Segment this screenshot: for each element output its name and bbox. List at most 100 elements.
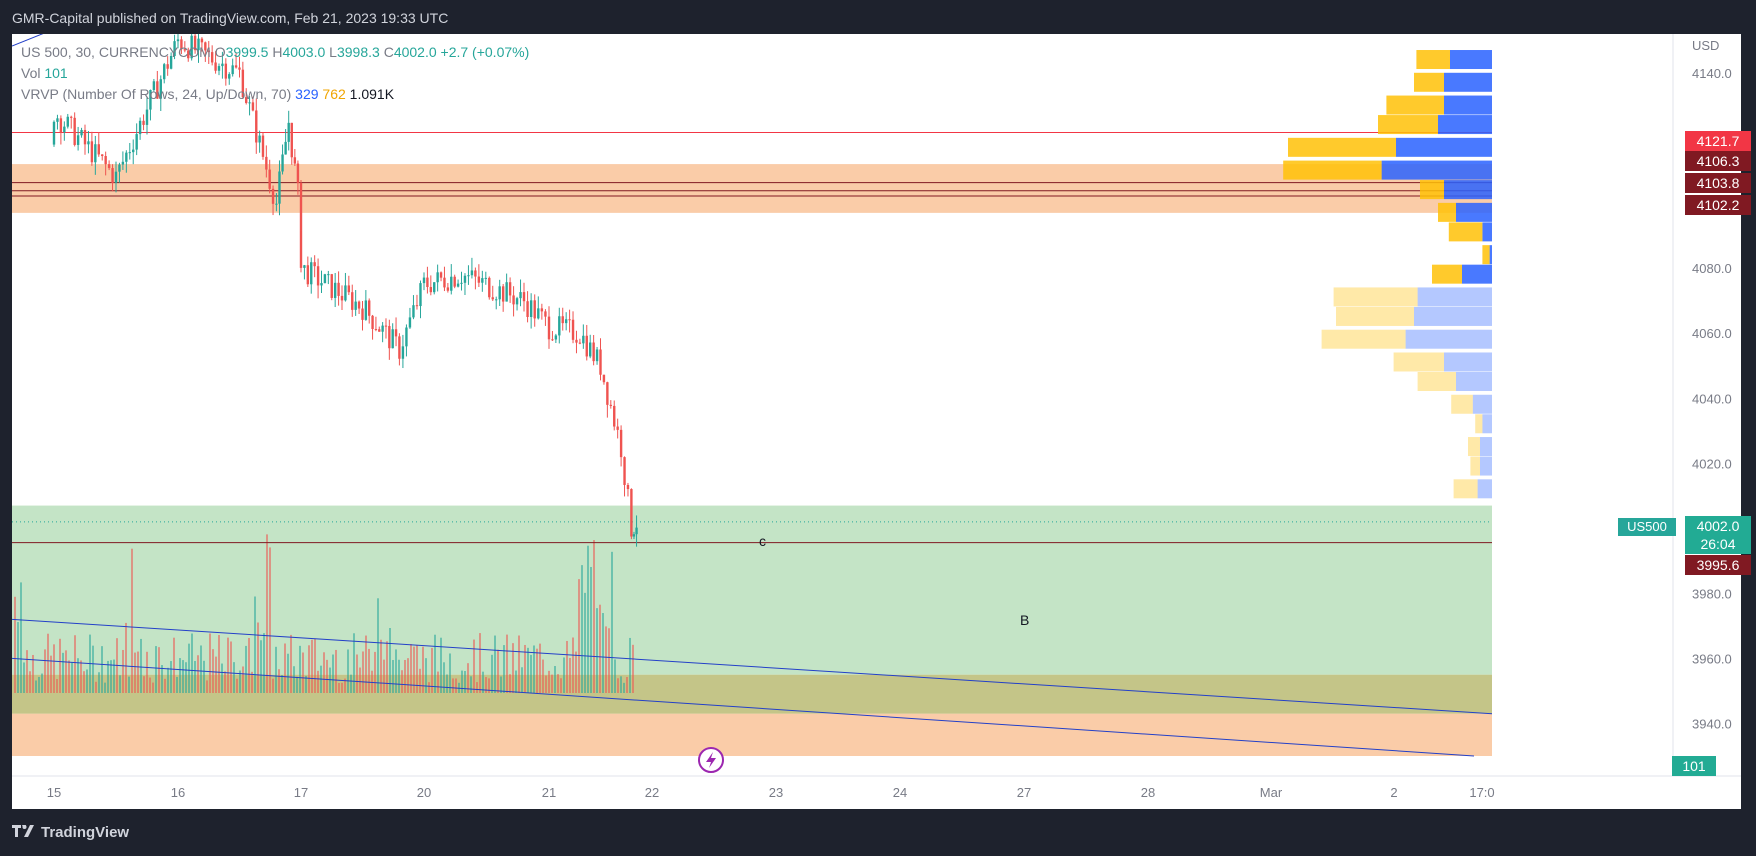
- volume-bar: [83, 671, 85, 693]
- volume-bar: [209, 633, 211, 693]
- volume-bar: [551, 674, 553, 693]
- volume-bar: [410, 643, 412, 693]
- candle-body: [111, 168, 114, 183]
- time-tick: 21: [542, 785, 556, 800]
- candle-body: [337, 282, 340, 296]
- candle-body: [554, 335, 558, 340]
- volume-bar: [203, 660, 205, 693]
- candle-body: [94, 144, 97, 163]
- volume-bar: [50, 655, 52, 693]
- price-label-4103: 4103.8: [1685, 173, 1751, 193]
- price-label-last: 4002.0: [1685, 516, 1751, 536]
- candle-body: [547, 316, 551, 340]
- volume-bar: [158, 647, 160, 693]
- volume-bar: [242, 666, 244, 693]
- candle-body: [512, 295, 515, 305]
- volume-bar: [218, 635, 220, 693]
- volume-bar: [545, 675, 547, 693]
- candle-body: [533, 300, 536, 319]
- volume-bar: [23, 662, 25, 693]
- volume-bar: [608, 628, 610, 693]
- profile-down-bar: [1414, 306, 1492, 326]
- candle-body: [589, 342, 592, 357]
- volume-bar: [56, 679, 58, 693]
- footer-brand[interactable]: TradingView: [12, 824, 129, 841]
- candle-body: [460, 282, 463, 284]
- candle-body: [388, 326, 391, 349]
- volume-bar: [563, 657, 565, 693]
- volume-bar: [488, 678, 490, 693]
- candle-body: [224, 63, 228, 79]
- volume-bar: [623, 682, 625, 693]
- volume-bar: [521, 667, 523, 693]
- candle-body: [169, 55, 173, 69]
- legend-open: 3999.5: [225, 44, 269, 60]
- profile-up-bar: [1336, 306, 1414, 326]
- volume-bar: [395, 649, 397, 693]
- candle-body: [491, 297, 494, 300]
- volume-bar: [455, 678, 457, 693]
- symbol-tag: US500: [1618, 518, 1676, 536]
- footer-brand-text: TradingView: [41, 824, 130, 841]
- candle-body: [323, 274, 327, 284]
- profile-up-bar: [1470, 456, 1480, 476]
- profile-up-bar: [1414, 72, 1444, 92]
- volume-bar: [371, 670, 373, 693]
- candle-body: [299, 230, 303, 268]
- candle-body: [142, 120, 145, 125]
- candle-body: [630, 489, 633, 537]
- volume-bar: [266, 534, 268, 693]
- volume-bar: [368, 648, 370, 693]
- candle-body: [327, 274, 330, 276]
- volume-bar: [71, 662, 73, 693]
- chart-canvas[interactable]: cB USD4140.04120.04100.04080.04060.04040…: [12, 34, 1741, 809]
- candle-body: [405, 327, 408, 347]
- volume-bar: [200, 645, 202, 693]
- candle-body: [384, 325, 388, 327]
- published-header: GMR-Capital published on TradingView.com…: [12, 10, 449, 26]
- annotation-b: B: [1020, 612, 1029, 628]
- volume-bar: [80, 660, 82, 693]
- volume-bar: [506, 634, 508, 693]
- price-label-4121: 4121.7: [1685, 131, 1751, 151]
- volume-bar: [269, 547, 271, 693]
- candle-body: [245, 97, 248, 103]
- candle-body: [354, 301, 357, 310]
- candle-body: [261, 135, 265, 157]
- candle-body: [320, 283, 323, 286]
- volume-bar: [548, 670, 550, 693]
- candle-body: [394, 329, 398, 337]
- candle-body: [104, 156, 107, 165]
- profile-down-bar: [1456, 371, 1492, 391]
- profile-up-bar: [1468, 437, 1480, 457]
- volume-bar: [182, 660, 184, 693]
- volume-bar: [74, 635, 76, 693]
- volume-bar: [413, 646, 415, 693]
- candle-body: [190, 35, 193, 59]
- volume-bar: [389, 628, 391, 693]
- volume-bar: [632, 644, 634, 693]
- volume-bar: [560, 678, 562, 693]
- volume-bar: [383, 659, 385, 693]
- candle-body: [156, 81, 159, 99]
- candle-body: [210, 52, 214, 63]
- candle-body: [374, 328, 378, 330]
- volume-bar: [284, 643, 286, 693]
- volume-bar: [29, 671, 31, 693]
- legend-vrvp-total: 1.091K: [349, 86, 395, 102]
- volume-bar: [518, 635, 520, 693]
- volume-bar: [236, 678, 238, 693]
- volume-bar: [539, 643, 541, 693]
- volume-bar: [566, 640, 568, 693]
- candle-body: [306, 265, 310, 285]
- volume-bar: [317, 670, 319, 693]
- volume-bar: [290, 634, 292, 693]
- candle-body: [419, 283, 422, 307]
- volume-bar: [620, 676, 622, 693]
- volume-bar: [77, 658, 79, 693]
- chart-frame[interactable]: cB USD4140.04120.04100.04080.04060.04040…: [12, 34, 1751, 809]
- volume-bar: [332, 654, 334, 693]
- lightning-icon[interactable]: [698, 747, 724, 773]
- zone-orange-0: [12, 164, 1492, 213]
- volume-bar: [401, 670, 403, 693]
